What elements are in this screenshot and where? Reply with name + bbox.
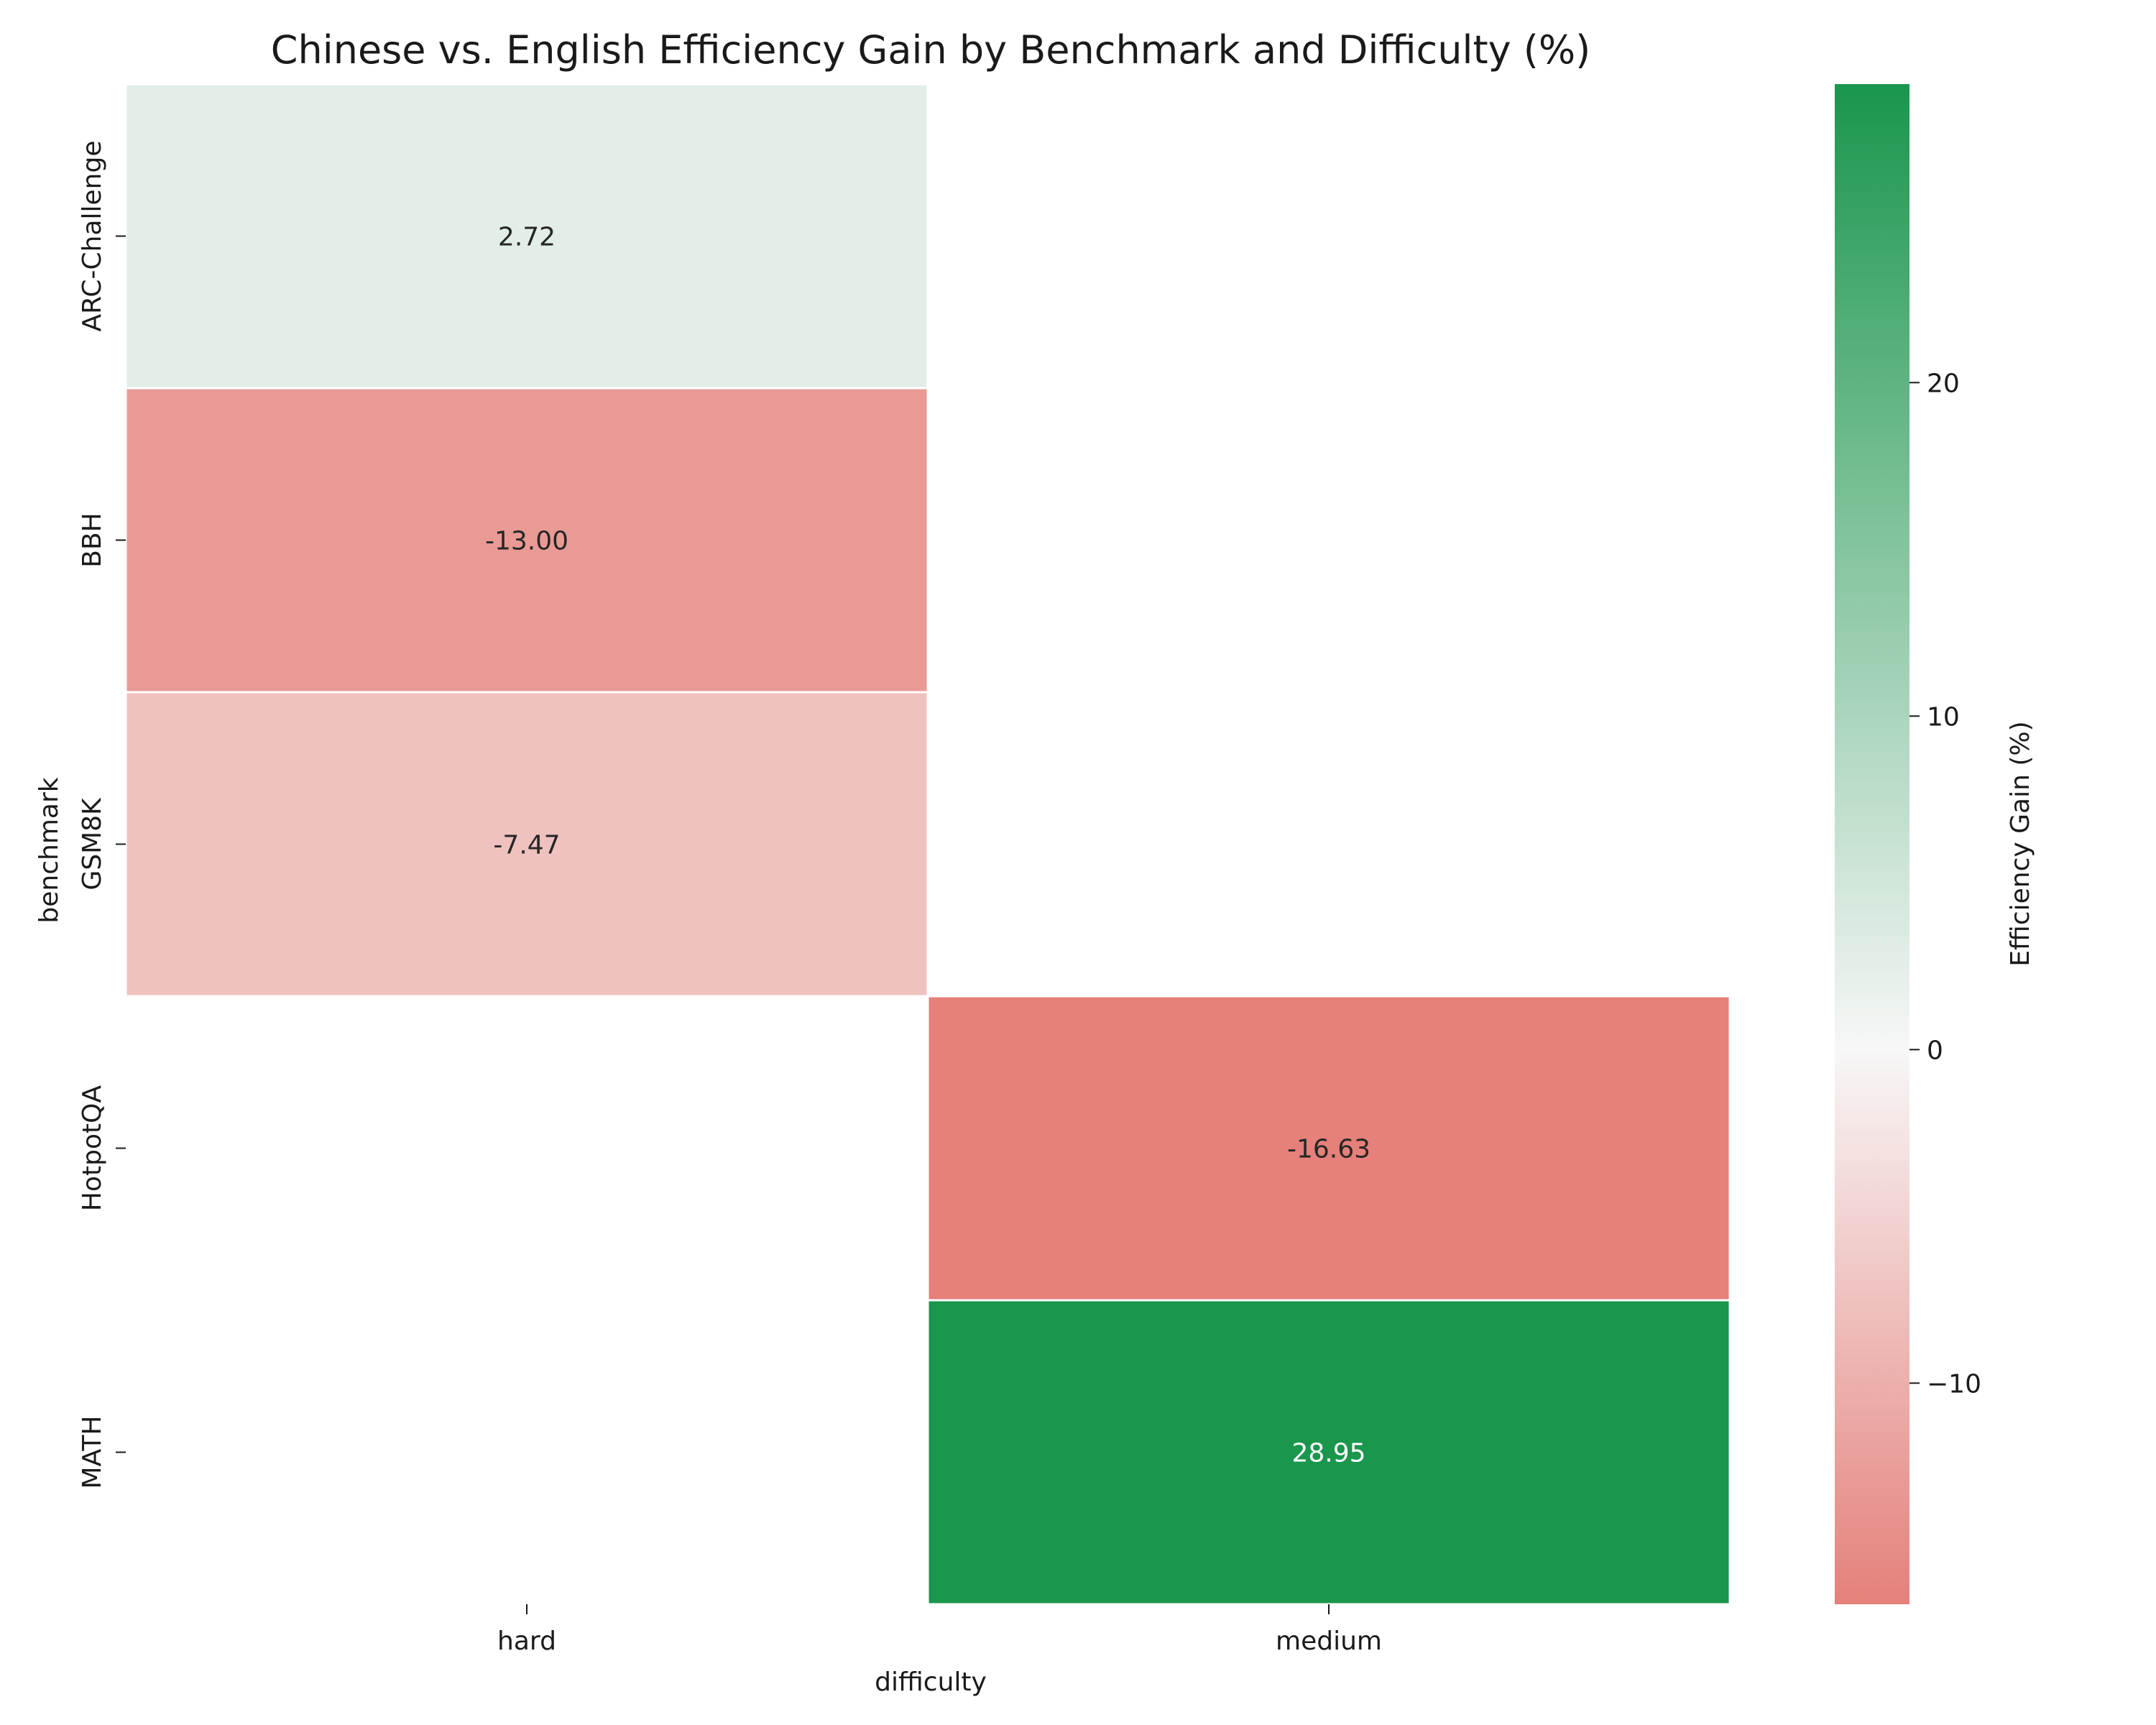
heatmap-cell (124, 387, 929, 694)
cell-value-label: -13.00 (485, 527, 568, 556)
cell-value-label: 2.72 (498, 223, 556, 252)
y-tick-label: GSM8K (78, 797, 107, 891)
heatmap-cell (124, 691, 929, 998)
x-tick-label: hard (497, 1627, 556, 1656)
colorbar-label: Efficiency Gain (%) (2006, 721, 2035, 966)
x-tick-label: medium (1276, 1627, 1382, 1656)
y-axis: ARC-Challenge BBH GSM8K HotpotQA MATH (78, 141, 126, 1489)
y-tick-label: MATH (78, 1416, 107, 1489)
colorbar-ticks: −10 0 10 20 (1909, 369, 1981, 1399)
heatmap-cell (124, 83, 929, 390)
colorbar-tick-label: 20 (1927, 369, 1960, 398)
colorbar-tick-label: 10 (1927, 702, 1960, 732)
y-tick-label: ARC-Challenge (78, 141, 107, 332)
y-tick-label: HotpotQA (78, 1085, 107, 1212)
y-tick-label: BBH (78, 512, 107, 567)
x-axis: hard medium (497, 1604, 1382, 1656)
x-axis-label: difficulty (875, 1668, 987, 1697)
heatmap-cell (926, 1299, 1731, 1606)
cell-value-label: -7.47 (493, 831, 560, 860)
chart-title: Chinese vs. English Efficiency Gain by B… (271, 27, 1590, 73)
colorbar-tick-label: −10 (1927, 1369, 1981, 1399)
cell-value-label: 28.95 (1291, 1439, 1365, 1468)
y-axis-label: benchmark (34, 777, 64, 923)
cell-value-label: -16.63 (1287, 1135, 1370, 1164)
colorbar: −10 0 10 20 Efficiency Gain (%) (1835, 84, 2035, 1604)
colorbar-gradient (1835, 84, 1909, 1604)
colorbar-tick-label: 0 (1927, 1036, 1943, 1065)
heatmap-cells: 2.72 -13.00 -7.47 -16.63 28.95 (124, 83, 1731, 1606)
heatmap-cell (926, 995, 1731, 1302)
